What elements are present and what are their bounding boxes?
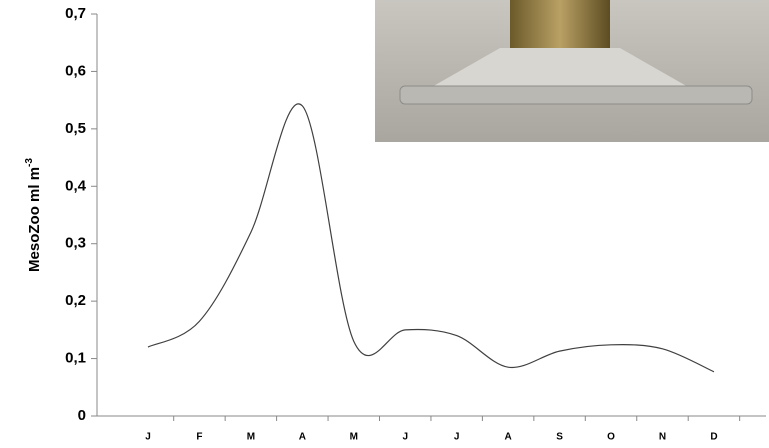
x-tick-label: M	[247, 432, 255, 443]
chart: MesoZoo ml m-3 0 0,1 0,2 0,3 0,4 0,5 0,6 0,7 J F M…	[0, 0, 769, 448]
x-tick-label: N	[659, 432, 666, 443]
x-tick-label: M	[350, 432, 358, 443]
y-tick-label: 0,6	[65, 62, 86, 79]
y-tick-label: 0,1	[65, 350, 86, 367]
x-tick-label: J	[454, 432, 460, 443]
x-tick-label: A	[299, 432, 306, 443]
line-series	[148, 104, 714, 372]
x-tick-label: O	[607, 432, 615, 443]
x-tick-label: D	[710, 432, 717, 443]
y-tick-label: 0,4	[65, 177, 87, 194]
x-tick-label: A	[505, 432, 512, 443]
x-tick-label: J	[145, 432, 151, 443]
y-tick-label: 0,2	[65, 292, 86, 309]
x-tick-label: S	[556, 432, 563, 443]
y-tick-label: 0,3	[65, 235, 86, 252]
y-tick-label: 0	[78, 407, 86, 424]
x-tick-label: J	[402, 432, 408, 443]
y-tick-label: 0,7	[65, 5, 86, 22]
x-tick-label: F	[196, 432, 202, 443]
y-tick-label: 0,5	[65, 120, 86, 137]
y-axis-title: MesoZoo ml m-3	[24, 158, 43, 272]
y-axis-title-sup: -3	[24, 158, 35, 167]
y-axis-title-main: MesoZoo ml m	[26, 167, 43, 272]
inset-photo	[375, 0, 769, 142]
